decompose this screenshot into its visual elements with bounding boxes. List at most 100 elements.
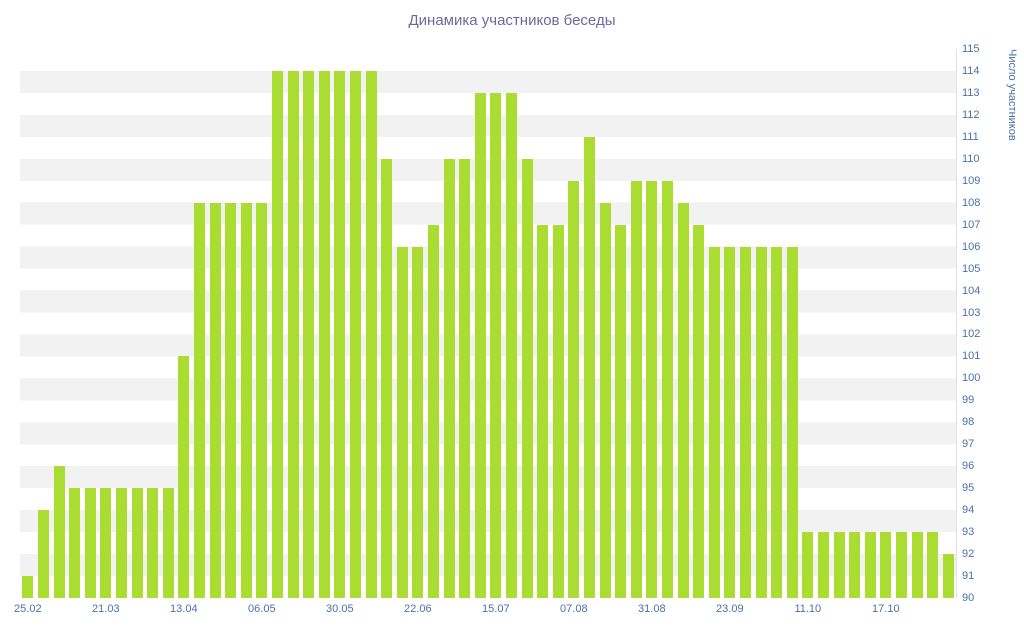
- bar: [349, 70, 361, 598]
- bar: [552, 224, 564, 598]
- bar: [115, 488, 127, 598]
- bar: [256, 202, 268, 598]
- y-tick-label: 112: [962, 108, 980, 121]
- bar: [568, 180, 580, 598]
- x-tick-label: 21.03: [92, 603, 120, 615]
- plot-area: [20, 49, 957, 598]
- x-axis-tick-labels: 25.02 21.03 13.04 06.05 30.05 22.06 15.07 07.08…: [14, 603, 956, 619]
- bar: [521, 158, 533, 598]
- y-tick-label: 105: [962, 262, 981, 275]
- bar: [365, 70, 377, 598]
- y-tick-label: 100: [962, 372, 981, 385]
- bar: [53, 466, 65, 598]
- x-tick-label: 13.04: [170, 603, 198, 615]
- x-tick-label: 22.06: [404, 603, 432, 615]
- bar: [895, 532, 907, 598]
- bar: [412, 246, 424, 598]
- bar: [22, 576, 34, 598]
- bar: [178, 356, 190, 598]
- bar: [131, 488, 143, 598]
- bar: [739, 246, 751, 598]
- bar: [911, 532, 923, 598]
- bar: [615, 224, 627, 598]
- x-tick-label: 15.07: [482, 603, 510, 615]
- bar: [599, 202, 611, 598]
- x-tick-label: 31.08: [638, 603, 666, 615]
- y-tick-label: 111: [962, 130, 979, 143]
- y-axis-tick-labels: 90 91 92 93 94 95 96 97 98 99 100 101 102 103 104 105 10…: [962, 43, 996, 604]
- y-tick-label: 104: [962, 284, 981, 297]
- y-tick-label: 110: [962, 152, 980, 165]
- bar: [381, 158, 393, 598]
- y-tick-label: 115: [962, 43, 980, 55]
- bar: [661, 180, 673, 598]
- bar: [162, 488, 174, 598]
- bar: [849, 532, 861, 598]
- y-tick-label: 99: [962, 394, 975, 407]
- y-tick-label: 93: [962, 526, 975, 539]
- bar: [209, 202, 221, 598]
- y-tick-label: 97: [962, 438, 975, 451]
- y-tick-label: 113: [962, 86, 980, 99]
- chart-title: Динамика участников беседы: [408, 12, 616, 29]
- y-tick-label: 96: [962, 460, 975, 473]
- x-tick-label: 07.08: [560, 603, 588, 615]
- bar: [724, 246, 736, 598]
- y-tick-label: 109: [962, 174, 981, 187]
- y-tick-label: 91: [962, 570, 975, 583]
- x-tick-label: 17.10: [872, 603, 900, 615]
- y-tick-label: 92: [962, 548, 975, 561]
- bar: [786, 246, 798, 598]
- bar: [37, 510, 49, 598]
- y-tick-label: 98: [962, 416, 975, 429]
- x-tick-label: 11.10: [794, 603, 822, 615]
- bar: [147, 488, 159, 598]
- bar: [100, 488, 112, 598]
- bar: [69, 488, 81, 598]
- bar: [880, 532, 892, 598]
- bar: [287, 70, 299, 598]
- x-tick-label: 23.09: [716, 603, 744, 615]
- y-tick-label: 106: [962, 240, 981, 253]
- x-tick-label: 06.05: [248, 603, 276, 615]
- bar: [646, 180, 658, 598]
- bar: [864, 532, 876, 598]
- bar: [817, 532, 829, 598]
- y-tick-label: 101: [962, 350, 981, 363]
- bar: [802, 532, 814, 598]
- bar: [833, 532, 845, 598]
- bar: [927, 532, 939, 598]
- y-tick-label: 90: [962, 592, 975, 604]
- bar: [84, 488, 96, 598]
- y-tick-label: 95: [962, 482, 975, 495]
- y-tick-label: 102: [962, 328, 981, 341]
- bar: [443, 158, 455, 598]
- bar: [427, 224, 439, 598]
- x-tick-label: 30.05: [326, 603, 354, 615]
- bar: [693, 224, 705, 598]
- bar: [505, 92, 517, 598]
- bar: [396, 246, 408, 598]
- bar: [755, 246, 767, 598]
- bar: [583, 136, 595, 598]
- bar: [303, 70, 315, 598]
- bar: [942, 554, 954, 598]
- x-tick-label: 25.02: [14, 603, 42, 615]
- bar: [474, 92, 486, 598]
- bar: [490, 92, 502, 598]
- bar: [459, 158, 471, 598]
- bar: [225, 202, 237, 598]
- y-tick-label: 114: [962, 64, 980, 77]
- bar: [771, 246, 783, 598]
- bar: [630, 180, 642, 598]
- bar: [271, 70, 283, 598]
- bar: [334, 70, 346, 598]
- y-tick-label: 103: [962, 306, 981, 319]
- bar: [318, 70, 330, 598]
- bar: [193, 202, 205, 598]
- y-tick-label: 108: [962, 196, 981, 209]
- y-tick-label: 94: [962, 504, 975, 517]
- y-tick-label: 107: [962, 218, 981, 231]
- bar: [240, 202, 252, 598]
